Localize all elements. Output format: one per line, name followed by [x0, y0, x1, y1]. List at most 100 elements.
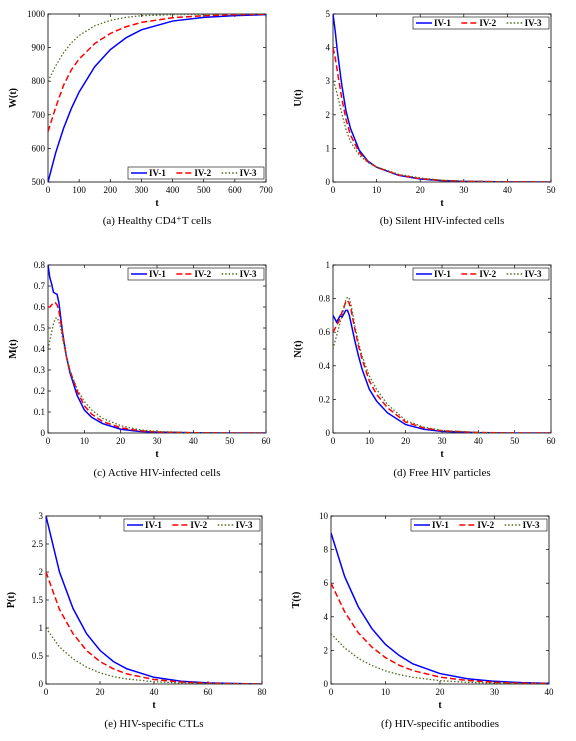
legend-label: IV-2 — [479, 18, 496, 28]
y-tick-label: 3 — [39, 511, 44, 521]
x-axis-label: t — [440, 198, 444, 209]
x-tick-label: 0 — [46, 185, 51, 195]
chart-panel-3: 0 10 20 30 40 50 60 0 0.1 0.2 0.3 0.4 0.5 0.6 0.7 0.8 t M… — [8, 260, 271, 479]
y-tick-label: 4 — [326, 43, 331, 53]
legend-label: IV-3 — [523, 520, 540, 530]
y-tick-label: 0 — [326, 428, 331, 438]
y-tick-label: 900 — [32, 43, 46, 53]
series-line-iv-1 — [333, 309, 551, 433]
y-axis-label: W(t) — [8, 88, 19, 108]
y-tick-label: 1 — [39, 623, 44, 633]
x-tick-label: 10 — [372, 185, 382, 195]
y-tick-label: 4 — [324, 612, 329, 622]
series-line-iv-1 — [48, 265, 266, 433]
x-tick-label: 700 — [259, 185, 273, 195]
legend: IV-1 IV-2 IV-3 — [123, 518, 261, 532]
x-tick-label: 0 — [331, 185, 336, 195]
x-tick-label: 400 — [166, 185, 180, 195]
y-tick-label: 8 — [324, 545, 329, 555]
x-tick-label: 0 — [46, 436, 51, 446]
x-tick-label: 20 — [436, 687, 446, 697]
legend: IV-1 IV-2 IV-3 — [412, 16, 550, 30]
y-tick-label: 0.3 — [34, 365, 46, 375]
y-tick-label: 10 — [319, 511, 329, 521]
x-tick-label: 50 — [510, 436, 520, 446]
panel-caption: (d) Free HIV particles — [393, 467, 490, 479]
x-tick-label: 10 — [381, 687, 391, 697]
y-axis-label: P(t) — [6, 592, 17, 608]
y-tick-label: 0 — [39, 679, 44, 689]
x-tick-label: 40 — [150, 687, 160, 697]
y-tick-label: 3 — [326, 76, 331, 86]
x-tick-label: 80 — [258, 687, 268, 697]
x-tick-label: 300 — [135, 185, 149, 195]
legend-label: IV-3 — [236, 520, 253, 530]
y-tick-label: 6 — [324, 578, 329, 588]
x-tick-label: 50 — [547, 185, 557, 195]
series-line-iv-3 — [331, 633, 549, 684]
x-tick-label: 20 — [401, 436, 411, 446]
legend-label: IV-3 — [240, 168, 257, 178]
y-tick-label: 600 — [32, 143, 46, 153]
x-tick-label: 60 — [547, 436, 557, 446]
y-tick-label: 0 — [41, 428, 46, 438]
y-axis-label: U(t) — [293, 89, 304, 106]
panel-caption: (f) HIV-specific antibodies — [381, 718, 499, 730]
y-tick-label: 0.1 — [34, 407, 45, 417]
y-tick-label: 0.2 — [319, 394, 330, 404]
y-tick-label: 700 — [32, 110, 46, 120]
y-axis-label: M(t) — [8, 339, 19, 358]
legend-label: IV-2 — [190, 520, 207, 530]
chart-panel-6: 0 10 20 30 40 0 2 4 6 8 10 t T(t) IV-1 IV-2 IV-3 (f) HIV… — [291, 511, 554, 730]
y-tick-label: 1000 — [27, 9, 46, 19]
panel-caption: (a) Healthy CD4⁺T cells — [103, 215, 212, 227]
legend-box — [412, 16, 550, 30]
y-tick-label: 1 — [326, 143, 331, 153]
y-axis-label: N(t) — [293, 340, 304, 357]
x-tick-label: 200 — [104, 185, 118, 195]
panel-caption: (c) Active HIV-infected cells — [94, 467, 221, 479]
x-axis-label: t — [155, 449, 159, 460]
x-tick-label: 40 — [474, 436, 484, 446]
x-tick-label: 0 — [44, 687, 49, 697]
plot-frame — [47, 13, 267, 183]
chart-panel-1: 0 100 200 300 400 500 600 700 500 600 700 800 900 100… — [8, 9, 273, 227]
legend: IV-1 IV-2 IV-3 — [412, 267, 550, 281]
panel-caption: (e) HIV-specific CTLs — [104, 718, 203, 730]
series-line-iv-3 — [333, 295, 551, 433]
legend-label: IV-2 — [194, 168, 211, 178]
series-line-iv-1 — [331, 532, 549, 684]
x-tick-label: 30 — [438, 436, 448, 446]
x-tick-label: 10 — [365, 436, 375, 446]
legend-label: IV-3 — [525, 18, 542, 28]
x-tick-label: 0 — [329, 687, 334, 697]
series-line-iv-2 — [48, 302, 266, 433]
y-tick-label: 1.5 — [32, 595, 44, 605]
y-tick-label: 0.8 — [319, 294, 331, 304]
y-tick-label: 800 — [32, 76, 46, 86]
legend-label: IV-1 — [432, 520, 449, 530]
x-tick-label: 500 — [197, 185, 211, 195]
x-tick-label: 30 — [490, 687, 500, 697]
legend-label: IV-1 — [149, 269, 166, 279]
x-tick-label: 20 — [416, 185, 426, 195]
series-line-iv-2 — [48, 14, 266, 132]
legend-box — [127, 267, 265, 281]
x-axis-label: t — [438, 700, 442, 711]
chart-panel-2: 0 10 20 30 40 50 0 1 2 3 4 5 t U(t) IV-1 IV-2 IV-3 (b) Si… — [293, 9, 556, 227]
panel-caption: (b) Silent HIV-infected cells — [380, 215, 505, 227]
legend: IV-1 IV-2 IV-3 — [127, 166, 265, 180]
y-tick-label: 2 — [39, 567, 44, 577]
legend-label: IV-3 — [525, 269, 542, 279]
x-tick-label: 0 — [331, 436, 336, 446]
series-line-iv-2 — [331, 582, 549, 684]
x-tick-label: 60 — [204, 687, 214, 697]
y-tick-label: 0.8 — [34, 260, 46, 270]
plot-frame — [47, 264, 267, 434]
y-tick-label: 0.6 — [319, 327, 331, 337]
y-tick-label: 500 — [32, 177, 46, 187]
x-tick-label: 30 — [459, 185, 469, 195]
y-tick-label: 0.2 — [34, 386, 45, 396]
legend-label: IV-3 — [240, 269, 257, 279]
